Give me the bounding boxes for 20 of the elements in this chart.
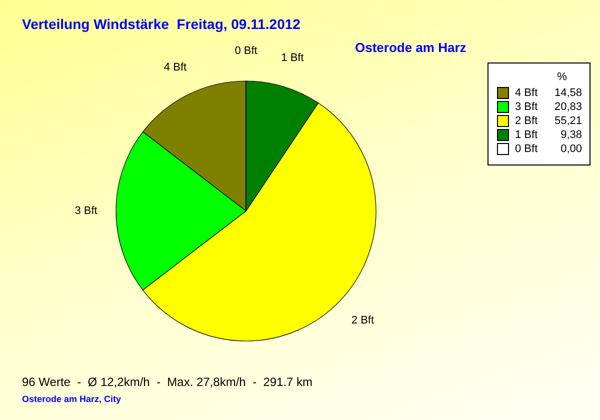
chart-title: Verteilung Windstärke Freitag, 09.11.2012 [22,16,301,32]
legend-title: % [557,71,568,83]
legend-label: 3 Bft [515,101,538,113]
category-label: 0 Bft [234,45,258,57]
legend-label: 1 Bft [515,129,538,141]
text: Osterode am Harz, City [22,394,122,404]
text: 0,00 [560,143,582,155]
data-label: 55,21 [554,115,582,127]
slice-label: 2 Bft [351,314,374,326]
legend-label: 0 Bft [515,143,538,155]
slice-label: 1 Bft [281,52,304,64]
data-label: 20,83 [554,101,582,113]
data-label: 14,58 [554,87,582,99]
legend-label: 2 Bft [515,115,538,127]
text: 96 Werte - Ø 12,2km/h - Max. 27,8km/h - 291.7 km [22,375,313,389]
data-label: 9,38 [560,129,582,141]
slice-label: 4 Bft [164,61,187,74]
legend-label: 4 Bft [515,87,538,99]
slice-label: 3 Bft [74,204,98,217]
chart-subtitle: Osterode am Harz [355,40,467,55]
